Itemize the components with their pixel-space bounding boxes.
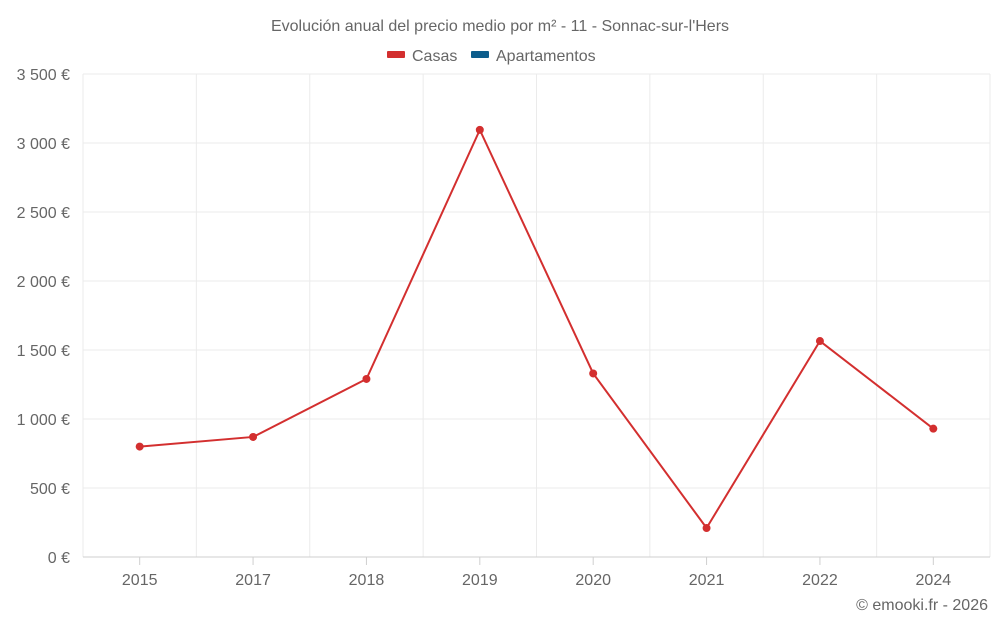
legend-label-apartamentos: Apartamentos [496,48,596,65]
data-point-casas[interactable] [475,125,484,134]
x-tick-label: 2019 [462,572,498,589]
y-tick-label: 3 000 € [17,136,70,153]
data-point-casas[interactable] [362,374,371,383]
data-point-casas[interactable] [589,369,598,378]
data-point-casas[interactable] [249,432,258,441]
chart-title: Evolución anual del precio medio por m² … [271,18,729,35]
x-tick-label: 2020 [575,572,611,589]
x-axis: 2015 2017 2018 2019 2020 2021 2022 2024 [83,556,990,589]
legend-item-casas[interactable]: Casas [387,48,457,65]
legend: Casas Apartamentos [387,48,596,65]
legend-swatch-casas [387,51,405,58]
y-tick-label: 3 500 € [17,67,70,84]
data-point-casas[interactable] [702,524,711,533]
legend-label-casas: Casas [412,48,457,65]
x-tick-label: 2024 [916,572,952,589]
y-tick-label: 1 000 € [17,412,70,429]
y-tick-label: 1 500 € [17,343,70,360]
grid [82,73,991,557]
y-tick-label: 2 500 € [17,205,70,222]
x-tick-label: 2017 [235,572,271,589]
x-tick-label: 2018 [349,572,385,589]
x-tick-label: 2022 [802,572,838,589]
credit-text: © emooki.fr - 2026 [856,597,988,614]
x-tick-label: 2021 [689,572,725,589]
legend-swatch-apartamentos [471,51,489,58]
y-axis: 0 € 500 € 1 000 € 1 500 € 2 000 € 2 500 € 3 00… [17,67,70,567]
x-tick-label: 2015 [122,572,158,589]
y-tick-label: 0 € [48,550,70,567]
y-tick-label: 500 € [30,481,70,498]
data-point-casas[interactable] [815,337,824,346]
data-point-casas[interactable] [135,442,144,451]
series-casas [135,125,938,533]
legend-item-apartamentos[interactable]: Apartamentos [471,48,596,65]
series-line-casas [139,128,934,530]
y-tick-label: 2 000 € [17,274,70,291]
data-point-casas[interactable] [929,424,938,433]
